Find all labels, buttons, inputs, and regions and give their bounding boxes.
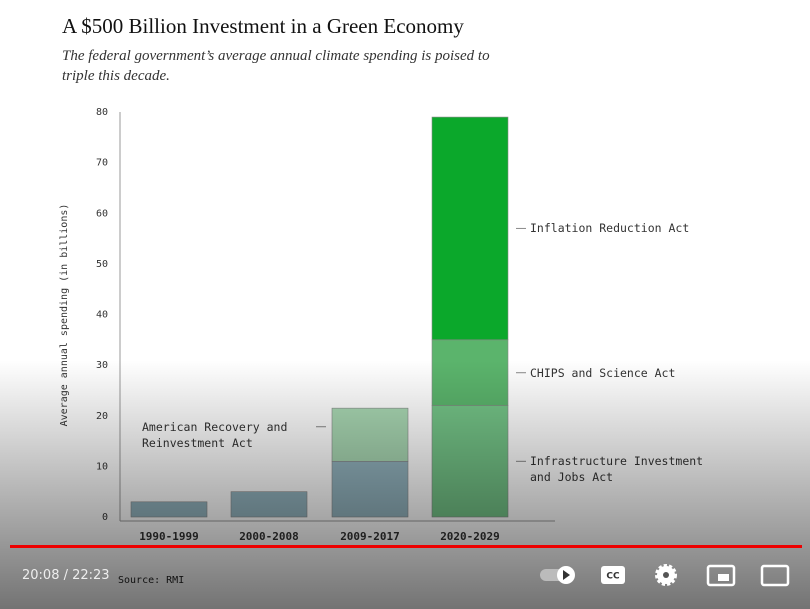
x-tick-label: 2009-2017 (340, 530, 400, 543)
bar-segment (431, 339, 509, 406)
y-tick-label: 30 (96, 360, 108, 371)
y-tick-label: 70 (96, 158, 108, 169)
series-annotation: Inflation Reduction Act (530, 221, 690, 236)
x-tick-label: 1990-1999 (139, 530, 199, 543)
source: Source: RMI (118, 575, 185, 586)
y-tick-label: 80 (96, 107, 108, 118)
series-annotation: CHIPS and Science Act (530, 365, 676, 380)
y-tick-label: 40 (96, 310, 108, 321)
bar-segment (230, 491, 308, 518)
bar-segment (331, 407, 409, 462)
time-display: 20:08 / 22:23 (22, 568, 110, 583)
progress-bar[interactable] (10, 545, 802, 548)
series-annotation: American Recovery and Reinvestment Act (142, 419, 288, 450)
chart-subtitle: The federal government’s average annual … (62, 48, 490, 84)
chart-title: A $500 Billion Investment in a Green Eco… (62, 14, 464, 38)
y-tick-label: 10 (96, 461, 108, 472)
bar-segment (130, 501, 208, 518)
y-tick-label: 50 (96, 259, 108, 270)
bar-segment (431, 116, 509, 341)
y-tick-label: 60 (96, 208, 108, 219)
y-tick-label: 0 (102, 512, 108, 523)
y-tick-label: 20 (96, 411, 108, 422)
x-tick-label: 2000-2008 (239, 530, 299, 543)
bar-segment (431, 405, 509, 518)
x-tick-label: 2020-2029 (440, 530, 500, 543)
series-annotation: Infrastructure Investment and Jobs Act (530, 454, 704, 485)
y-axis-label: Average annual spending (in billions) (59, 204, 70, 427)
bar-segment (331, 461, 409, 518)
